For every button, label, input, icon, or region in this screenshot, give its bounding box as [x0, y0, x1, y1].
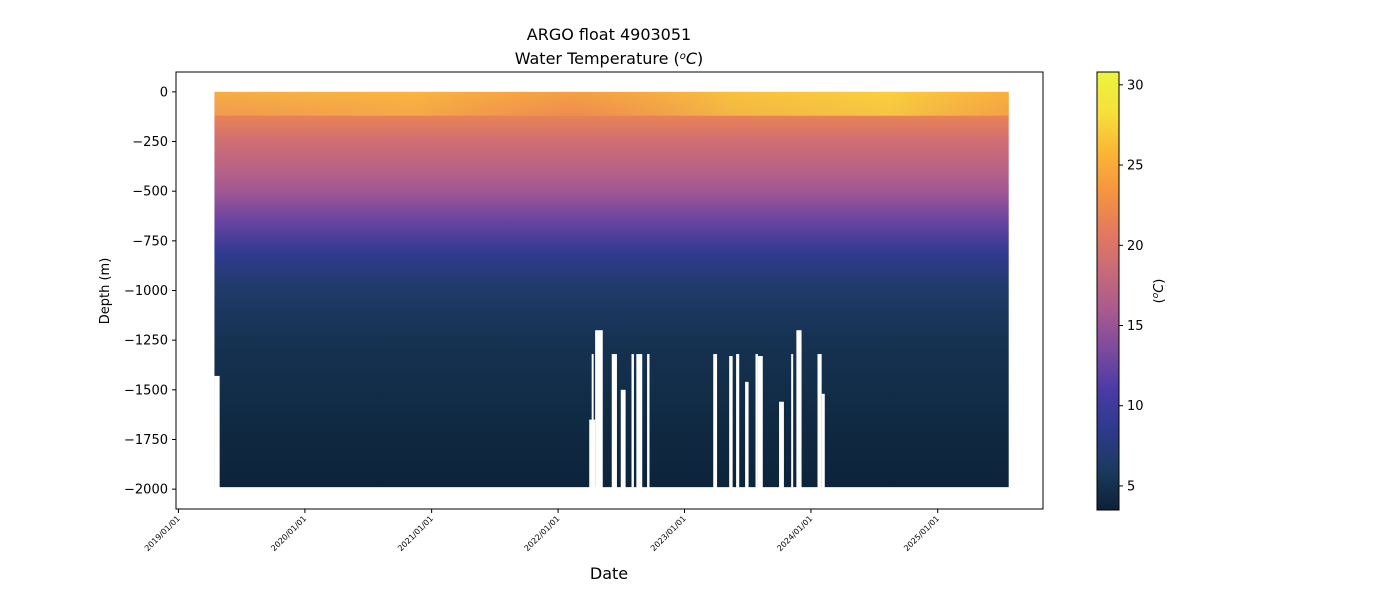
shallow-profile-gap [636, 354, 643, 490]
no-data-column [611, 354, 617, 490]
shallow-profile-gap [796, 330, 802, 490]
colorbar-tick-label: 15 [1127, 319, 1144, 334]
no-data-column [817, 354, 822, 490]
no-data-column [755, 354, 758, 490]
shallow-profile-gap [620, 389, 626, 490]
surface-warm-layer [214, 91, 1009, 116]
colorbar [1096, 71, 1120, 511]
colorbar-tick-label: 25 [1127, 159, 1144, 174]
plot-area [214, 91, 1009, 490]
shallow-profile-gap [729, 356, 733, 490]
y-tick-label: −250 [132, 135, 168, 150]
x-tick-label: 2020/01/01 [269, 514, 308, 553]
colorbar-label: (oC) [1151, 279, 1167, 304]
no-data-column [736, 354, 740, 490]
x-tick-label: 2025/01/01 [902, 514, 941, 553]
colorbar-tick-label: 30 [1127, 78, 1144, 93]
data-field [214, 91, 1009, 488]
y-tick-label: −500 [132, 185, 168, 200]
x-axis: 2019/01/01 2020/01/01 2021/01/01 2022/01/01… [143, 509, 941, 553]
no-data-column [631, 354, 634, 490]
y-axis-label: Depth (m) [98, 258, 113, 325]
y-tick-label: −2000 [124, 483, 168, 498]
colorbar-tick-label: 10 [1127, 399, 1144, 414]
shallow-profile-gap [595, 330, 603, 490]
y-tick-label: −1000 [124, 284, 168, 299]
colorbar-tick-label: 20 [1127, 239, 1144, 254]
y-axis: 0 −250 −500 −750 −1000 −1250 −1500 −1750 −2000 [124, 85, 176, 498]
y-tick-label: −750 [132, 234, 168, 249]
colorbar-ticks: 5 10 15 20 25 30 [1119, 78, 1144, 494]
shallow-profile-gap [745, 381, 749, 490]
shallow-profile-gap [757, 356, 763, 490]
y-tick-label: 0 [160, 85, 168, 100]
chart-title-line2: Water Temperature (oC) [515, 49, 704, 68]
no-data-column [713, 354, 718, 490]
colorbar-tick-label: 5 [1127, 479, 1135, 494]
no-data-column [647, 354, 650, 490]
x-tick-label: 2023/01/01 [649, 514, 688, 553]
x-tick-label: 2019/01/01 [143, 514, 182, 553]
shallow-profile-gap [214, 375, 220, 490]
y-tick-label: −1750 [124, 433, 168, 448]
x-tick-label: 2022/01/01 [523, 514, 562, 553]
shallow-profile-gap [821, 393, 825, 490]
no-data-column [791, 354, 794, 490]
chart-title-line1: ARGO float 4903051 [527, 25, 691, 44]
x-tick-label: 2021/01/01 [396, 514, 435, 553]
x-axis-label: Date [590, 564, 628, 583]
shallow-profile-gap [779, 401, 784, 490]
x-tick-label: 2024/01/01 [775, 514, 814, 553]
y-tick-label: −1250 [124, 334, 168, 349]
y-tick-label: −1500 [124, 383, 168, 398]
no-data-column [591, 354, 594, 490]
